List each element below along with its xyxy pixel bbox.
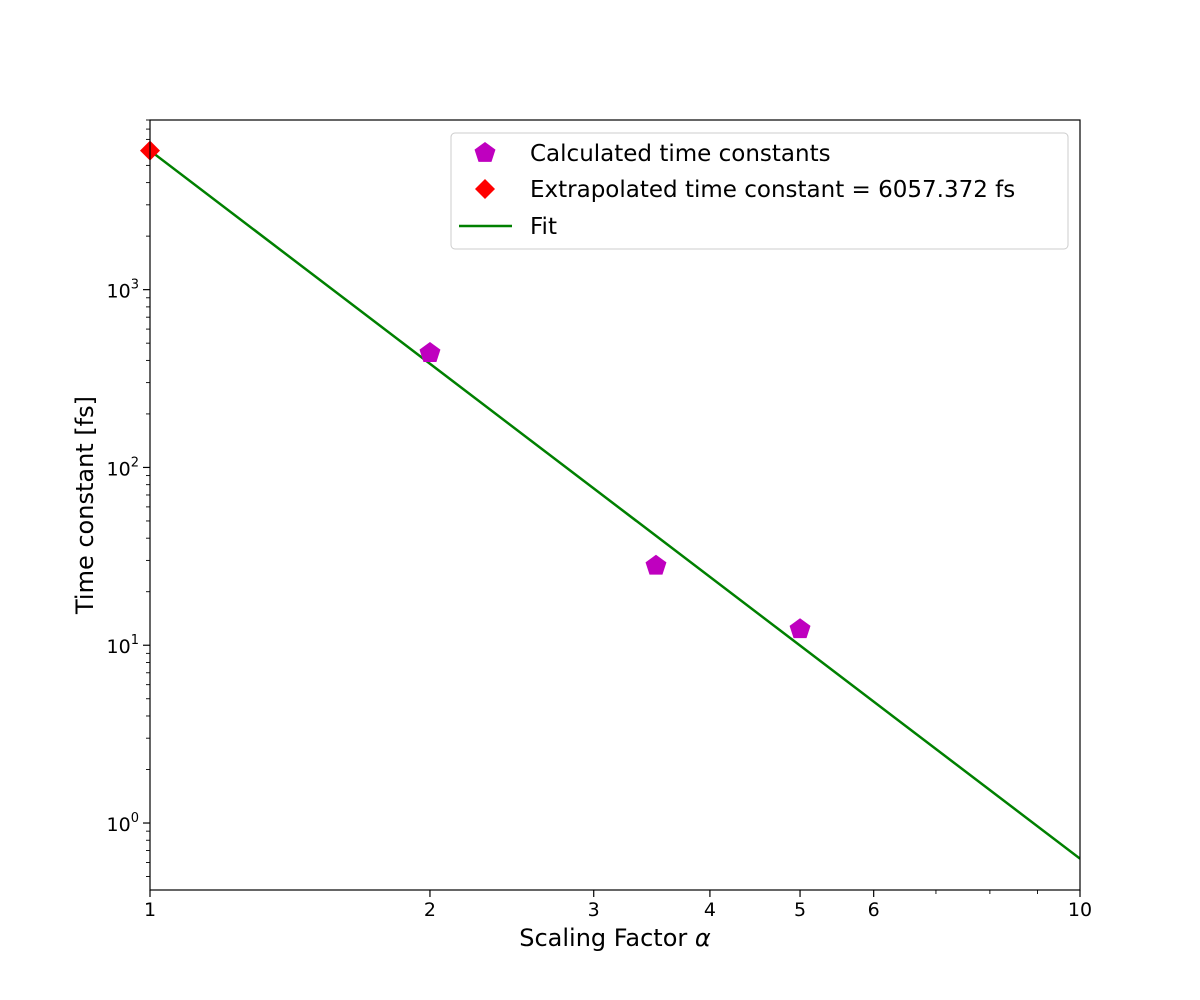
- y-tick-label: 100: [107, 811, 139, 836]
- y-tick-label: 101: [107, 633, 139, 658]
- x-axis-title: Scaling Factor α: [519, 924, 711, 952]
- calculated-point: [645, 554, 667, 575]
- legend-label: Fit: [530, 214, 557, 240]
- legend-marker: [474, 142, 496, 162]
- x-axis-symbol: α: [695, 924, 711, 952]
- legend-items: Calculated time constants Extrapolated ti…: [459, 141, 1015, 240]
- calculated-point: [789, 618, 811, 639]
- x-tick-label: 5: [794, 899, 806, 921]
- data-layer: [150, 149, 1080, 860]
- legend-marker: [475, 179, 495, 199]
- y-tick-label: 102: [107, 455, 139, 480]
- legend-label: Extrapolated time constant = 6057.372 fs: [530, 177, 1015, 203]
- plot-frame: [149, 119, 1081, 891]
- fit-line: [150, 149, 1080, 860]
- calculated-point: [419, 342, 441, 362]
- legend-box: [450, 132, 1069, 250]
- y-axis-title: Time constant [fs]: [71, 396, 99, 615]
- minor-ticks: [146, 119, 1038, 894]
- y-tick-labels: 100 101 102 103: [107, 278, 139, 836]
- legend: Calculated time constants Extrapolated ti…: [450, 132, 1069, 250]
- x-tick-label: 6: [868, 899, 880, 921]
- legend-label: Calculated time constants: [530, 141, 831, 167]
- x-axis-label: Scaling Factor: [519, 924, 687, 952]
- x-tick-labels: 1 2 3 4 5 6 10: [144, 899, 1092, 921]
- y-tick-label: 103: [107, 278, 139, 303]
- x-tick-label: 2: [424, 899, 436, 921]
- x-tick-label: 10: [1068, 899, 1092, 921]
- x-tick-label: 4: [704, 899, 716, 921]
- x-tick-label: 1: [144, 899, 156, 921]
- x-tick-label: 3: [588, 899, 600, 921]
- major-ticks: [143, 289, 1081, 897]
